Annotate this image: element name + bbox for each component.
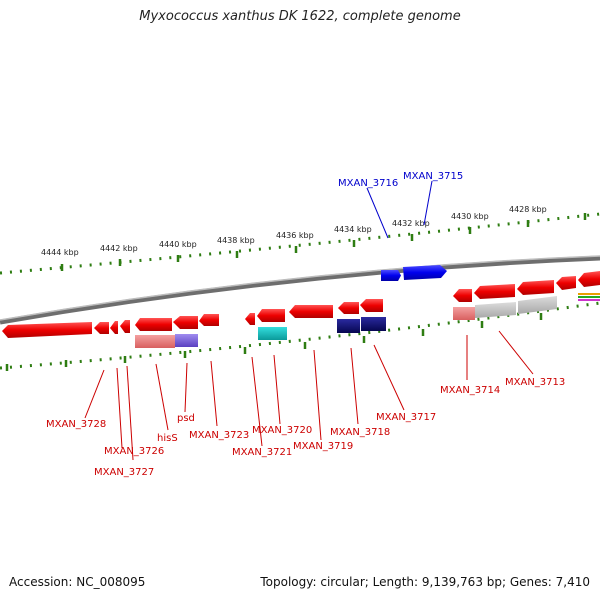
feature-pink-block-2	[453, 307, 475, 320]
tick-label-4438: 4438 kbp	[217, 236, 255, 245]
gene-label-mxan-3718: MXAN_3718	[330, 427, 390, 438]
feature-navy-block-1	[337, 319, 360, 333]
gene-label-hiss: hisS	[157, 433, 178, 444]
gene-label-mxan-3728: MXAN_3728	[46, 419, 106, 430]
feature-colored-stripes	[578, 293, 600, 301]
gene-arrow-mxan-3714	[453, 289, 472, 302]
gene-arrow-mxan-3728	[2, 322, 92, 338]
gene-label-mxan-3715: MXAN_3715	[403, 171, 463, 182]
feature-violet-block	[175, 334, 198, 347]
accession-info: Accession: NC_008095	[9, 575, 145, 589]
tick-label-4432: 4432 kbp	[392, 219, 430, 228]
gene-label-mxan-3719: MXAN_3719	[293, 441, 353, 452]
gene-label-mxan-3723: MXAN_3723	[189, 430, 249, 441]
tick-label-4442: 4442 kbp	[100, 244, 138, 253]
feature-grey-block-2	[518, 296, 557, 314]
tick-label-4430: 4430 kbp	[451, 212, 489, 221]
gene-arrow-psd	[173, 316, 198, 329]
gene-label-psd: psd	[177, 413, 195, 424]
inner-major-ticks	[5, 313, 543, 371]
gene-label-mxan-3721: MXAN_3721	[232, 447, 292, 458]
gene-arrow-mxan-3718	[338, 302, 359, 314]
gene-label-mxan-3720: MXAN_3720	[252, 425, 312, 436]
page-title: Myxococcus xanthus DK 1622, complete gen…	[139, 9, 461, 24]
gene-label-mxan-3716: MXAN_3716	[338, 178, 398, 189]
genome-stats: Topology: circular; Length: 9,139,763 bp…	[260, 575, 590, 589]
outer-ruler	[0, 212, 600, 275]
gene-arrow-mxan-3719	[289, 305, 333, 318]
gene-label-mxan-3717: MXAN_3717	[376, 412, 436, 423]
tick-label-4444: 4444 kbp	[41, 248, 79, 257]
reverse-gene-arrows	[2, 271, 600, 338]
gene-arrow-mxan-3715	[403, 265, 447, 280]
feature-cyan-block	[258, 327, 287, 340]
feature-grey-block-1	[475, 302, 516, 318]
outer-major-ticks	[60, 213, 587, 271]
inner-ruler	[0, 301, 600, 370]
accession-number: NC_008095	[76, 575, 146, 589]
genome-backbone	[0, 255, 600, 325]
gene-arrow-mxan-3713	[517, 280, 554, 295]
gene-arrow-mxan-3717	[360, 299, 383, 312]
gene-arrow-mxan-3716	[381, 270, 401, 281]
feature-pink-block	[135, 335, 175, 348]
tick-label-4434: 4434 kbp	[334, 225, 372, 234]
accession-label: Accession:	[9, 575, 73, 589]
gene-label-mxan-3714: MXAN_3714	[440, 385, 500, 396]
gene-label-mxan-3726: MXAN_3726	[104, 446, 164, 457]
tick-label-4440: 4440 kbp	[159, 240, 197, 249]
tick-label-4428: 4428 kbp	[509, 205, 547, 214]
gene-label-mxan-3727: MXAN_3727	[94, 467, 154, 478]
tick-label-4436: 4436 kbp	[276, 231, 314, 240]
gene-label-mxan-3713: MXAN_3713	[505, 377, 565, 388]
gene-arrow-hiss	[135, 318, 172, 331]
gene-arrow-mxan-3721	[257, 309, 285, 322]
feature-navy-block-2	[361, 317, 386, 331]
